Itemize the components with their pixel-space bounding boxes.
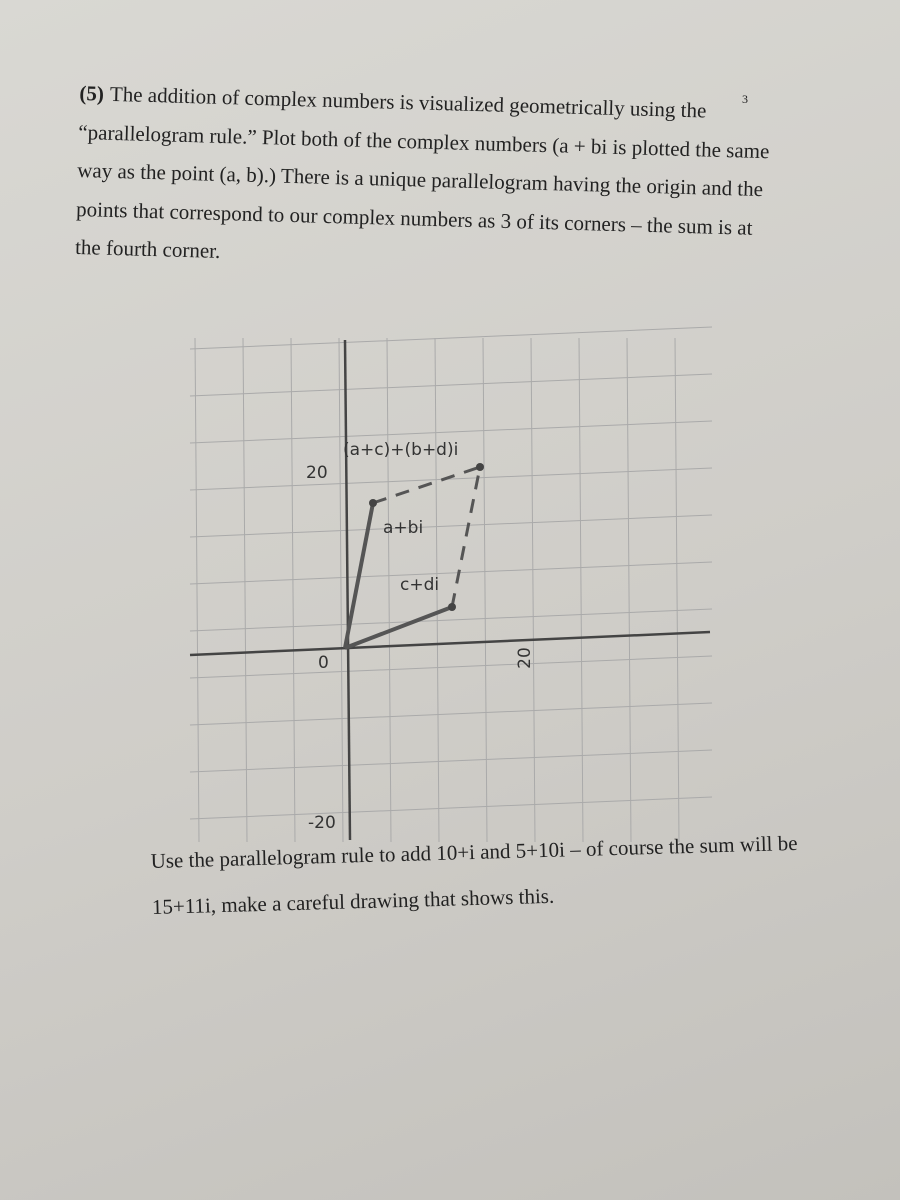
grid-line [578,337,584,843]
grid-line [242,337,248,843]
point-c [448,603,456,611]
grid-line [189,514,713,538]
grid-line [530,337,536,843]
second-label: c+di [400,575,439,595]
dashed-edge [450,466,482,608]
point-a [369,499,377,507]
grid-line [386,337,392,843]
y-tick-label: -20 [308,813,336,833]
grid-line [189,655,713,679]
grid-line [482,337,488,843]
grid-line [189,326,713,350]
y-tick-label: 20 [306,463,328,483]
page-number: 3 [742,92,748,106]
grid-line [194,337,200,843]
grid-line [189,373,713,397]
grid-line [674,337,680,843]
origin-label: 0 [318,653,329,673]
grid-line [189,749,713,773]
grid-line [189,702,713,726]
sum-label: (a+c)+(b+d)i [343,440,458,460]
grid-line [189,420,713,444]
exercise: Use the parallelogram rule to add 10+i a… [150,830,798,919]
grid-line [189,467,713,491]
x-axis [189,630,711,657]
first-label: a+bi [383,518,423,538]
grid-line [189,608,713,632]
grid-line [626,337,632,843]
point-sum [476,463,484,471]
vector-c [344,605,453,650]
grid-line [189,796,713,820]
grid-line [434,337,440,843]
grid [189,326,713,843]
grid-line [290,337,296,843]
grid-line [338,337,344,843]
grid-line [189,561,713,585]
x-tick-label: 20 [515,647,535,669]
vector-a [343,502,375,649]
y-axis [343,339,352,841]
dashed-edge [372,465,481,505]
